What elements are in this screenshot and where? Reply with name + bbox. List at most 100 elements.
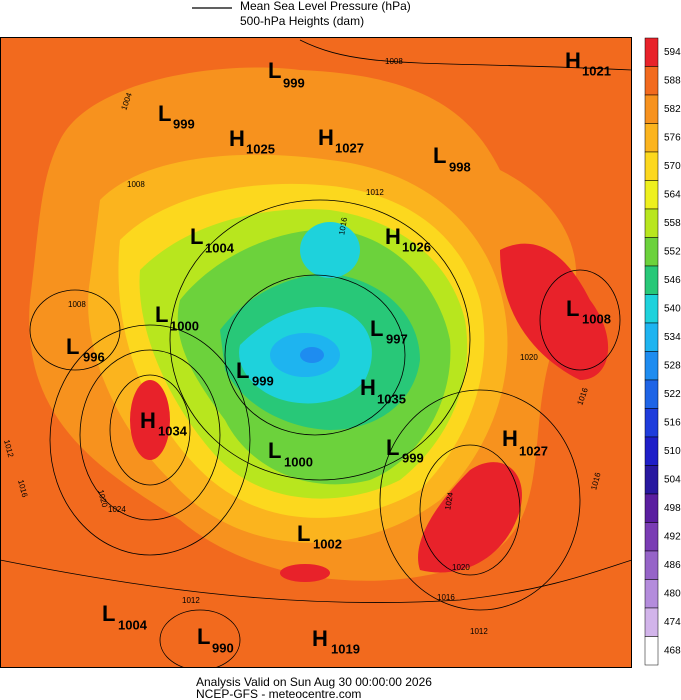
colorbar-label: 474 <box>664 617 681 628</box>
subtitle: 500-hPa Heights (dam) <box>240 14 364 28</box>
colorbar: 594 588 582 576 570 564 558 552 546 540 534 528 522 5… <box>644 37 681 666</box>
colorbar-swatch <box>644 294 659 324</box>
center: L 1004 <box>190 224 235 256</box>
center-type: H <box>312 626 328 651</box>
center: L 996 <box>66 334 105 365</box>
colorbar-label: 480 <box>664 588 681 599</box>
colorbar-swatch <box>644 123 659 153</box>
colorbar-label: 516 <box>664 417 681 428</box>
colorbar-label: 546 <box>664 275 681 286</box>
center-pressure: 1019 <box>331 641 360 656</box>
center-pressure: 996 <box>83 349 105 364</box>
center-pressure: 1002 <box>313 536 342 551</box>
center-type: L <box>268 438 281 463</box>
colorbar-swatch <box>644 37 659 67</box>
center-type: H <box>140 408 156 433</box>
center-pressure: 1034 <box>158 423 188 438</box>
isobar-label: 1020 <box>520 353 538 362</box>
center: L 1008 <box>566 296 611 327</box>
center-pressure: 999 <box>402 450 424 465</box>
colorbar-swatch <box>644 550 659 580</box>
center: L 1004 <box>102 601 148 633</box>
center-pressure: 1004 <box>118 617 148 632</box>
colorbar-label: 528 <box>664 360 681 371</box>
colorbar-swatch <box>644 351 659 381</box>
center-type: L <box>433 143 446 168</box>
colorbar-label: 594 <box>664 47 681 58</box>
center-pressure: 998 <box>449 159 471 174</box>
center: L 998 <box>433 143 471 175</box>
center-pressure: 1027 <box>519 443 548 458</box>
center-type: L <box>370 316 383 341</box>
center-type: L <box>268 58 281 83</box>
legend-label: Mean Sea Level Pressure (hPa) <box>240 0 411 13</box>
isobar-label: 1008 <box>68 300 86 309</box>
center-pressure: 1035 <box>377 391 406 406</box>
center-type: L <box>155 302 168 327</box>
colorbar-swatch <box>644 208 659 238</box>
center-type: H <box>502 426 518 451</box>
center-type: H <box>385 224 401 249</box>
colorbar-swatch <box>644 94 659 124</box>
header: Mean Sea Level Pressure (hPa) 500-hPa He… <box>192 0 411 28</box>
colorbar-label: 486 <box>664 560 681 571</box>
isobar-label: 1016 <box>437 593 455 602</box>
colorbar-label: 534 <box>664 332 681 343</box>
center-pressure: 999 <box>283 75 305 90</box>
center-pressure: 1027 <box>335 140 364 155</box>
center: L 1000 <box>268 438 313 470</box>
colorbar-swatch <box>644 408 659 438</box>
colorbar-swatch <box>644 66 659 96</box>
isobar-label: 1016 <box>337 216 349 236</box>
center-pressure: 997 <box>386 331 408 346</box>
colorbar-label: 588 <box>664 75 681 86</box>
center: H 1035 <box>360 375 406 407</box>
colorbar-label: 576 <box>664 132 681 143</box>
center-type: H <box>318 125 334 150</box>
center-type: L <box>66 334 79 359</box>
center: L 990 <box>197 624 234 656</box>
isobar-label: 1008 <box>385 57 403 66</box>
colorbar-swatch <box>644 436 659 466</box>
colorbar-swatch <box>644 493 659 523</box>
colorbar-label: 570 <box>664 161 681 172</box>
colorbar-label: 468 <box>664 645 681 656</box>
colorbar-swatch <box>644 579 659 609</box>
colorbar-label: 558 <box>664 218 681 229</box>
colorbar-label: 552 <box>664 246 681 257</box>
center: H 1025 <box>229 126 275 157</box>
center: L 997 <box>370 316 408 347</box>
center-type: L <box>297 521 310 546</box>
colorbar-swatch <box>644 522 659 552</box>
center-type: L <box>236 358 249 383</box>
center: H 1034 <box>140 408 188 439</box>
center-pressure: 1026 <box>402 239 431 254</box>
colorbar-label: 492 <box>664 531 681 542</box>
colorbar-swatch <box>644 151 659 181</box>
isobar-label: 1024 <box>108 505 126 514</box>
center-type: L <box>386 435 399 460</box>
colorbar-swatch <box>644 465 659 495</box>
footer: Analysis Valid on Sun Aug 30 00:00:00 20… <box>196 675 432 700</box>
isobar-label: 1024 <box>443 491 455 511</box>
center-pressure: 1008 <box>582 311 611 326</box>
colorbar-label: 504 <box>664 474 681 485</box>
colorbar-label: 582 <box>664 104 681 115</box>
center-pressure: 999 <box>173 116 195 131</box>
colorbar-swatch <box>644 265 659 295</box>
center-pressure: 1000 <box>284 454 313 469</box>
map-frame <box>0 37 632 668</box>
center-type: L <box>197 624 210 649</box>
isobar-label: 1020 <box>452 563 470 572</box>
center-type: L <box>158 101 171 126</box>
colorbar-label: 510 <box>664 446 681 457</box>
center-type: H <box>565 48 581 73</box>
footer-source: NCEP-GFS - meteocentre.com <box>196 687 361 700</box>
